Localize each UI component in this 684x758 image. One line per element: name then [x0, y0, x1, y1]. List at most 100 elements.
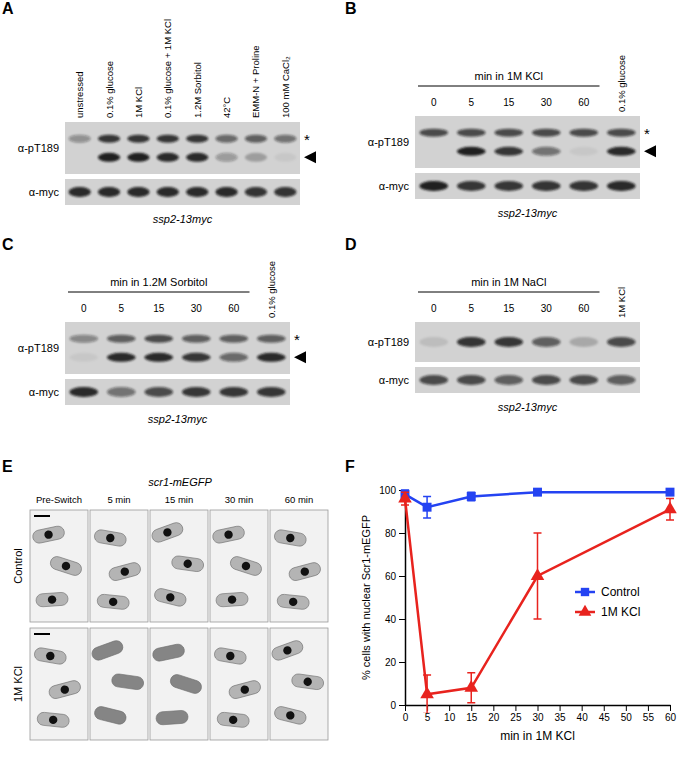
band — [532, 337, 561, 347]
x-tick-label: 5 — [425, 712, 431, 723]
series — [401, 488, 675, 518]
band — [220, 353, 249, 362]
panel-label: C — [2, 236, 14, 253]
header-line — [418, 292, 600, 293]
blot-membrane — [65, 179, 300, 205]
x-tick: 10 — [444, 705, 456, 723]
image-frame — [210, 510, 268, 622]
cell-body — [273, 529, 307, 547]
cell — [37, 712, 70, 728]
cell — [93, 705, 127, 725]
cell-body — [49, 555, 83, 577]
lane-label: 42°C — [221, 97, 232, 118]
series-line — [405, 499, 670, 695]
cell — [213, 647, 247, 665]
blot-panel: Bmin in 1M KCl051530600.1% glucoseα-pT18… — [345, 0, 656, 219]
cell — [229, 555, 263, 577]
marker — [467, 492, 476, 501]
marker — [666, 488, 675, 497]
micrograph — [270, 628, 328, 740]
bands — [70, 387, 286, 397]
image-frame — [30, 628, 88, 740]
row-label: α-pT189 — [18, 142, 59, 154]
lane-label: 0 — [81, 303, 87, 314]
x-axis-title: min in 1M KCl — [500, 729, 575, 743]
nucleus — [48, 595, 57, 604]
panel-label: B — [345, 0, 357, 17]
cell-body — [273, 705, 307, 725]
legend-entry: 1M KCl — [575, 605, 640, 619]
column-label: Pre-Switch — [36, 494, 82, 505]
x-tick-mark — [560, 705, 561, 711]
y-tick-mark — [399, 576, 405, 577]
x-tick-mark — [449, 705, 450, 711]
band — [607, 181, 636, 191]
band — [420, 375, 449, 385]
nucleus — [303, 677, 312, 686]
micrograph — [210, 510, 268, 622]
cell-body — [33, 647, 67, 665]
cell — [36, 592, 69, 607]
row-label: α-myc — [29, 386, 60, 398]
band — [257, 353, 286, 362]
blot-panel: Dmin in 1M NaCl051530601M KClα-pT189α-my… — [345, 236, 640, 413]
x-tick: 25 — [510, 705, 522, 723]
x-tick-mark — [493, 705, 494, 711]
x-tick-label: 0 — [403, 712, 409, 723]
nucleus — [285, 710, 295, 720]
nucleus — [183, 559, 192, 568]
lane-label: 15 — [503, 97, 515, 108]
lane-label: EMM-N + Proline — [250, 45, 261, 118]
arrowhead — [304, 151, 316, 163]
figure-container: Aunstressed0.1% glucose1M KCl0.1% glucos… — [0, 0, 684, 758]
y-tick-label: 40 — [385, 614, 397, 625]
cell-body — [93, 529, 127, 547]
legend-label: 1M KCl — [601, 605, 640, 619]
band — [70, 353, 99, 362]
x-tick-label: 60 — [665, 712, 677, 723]
x-tick: 55 — [643, 705, 655, 723]
bands — [70, 335, 286, 362]
image-frame — [90, 510, 148, 622]
cell — [273, 705, 307, 725]
band — [457, 337, 486, 347]
image-frame — [270, 628, 328, 740]
lane-label: 30 — [191, 303, 203, 314]
band — [607, 129, 636, 137]
cell-body — [216, 592, 249, 607]
y-tick: 80 — [385, 528, 405, 539]
cell-body — [217, 712, 250, 728]
x-tick-mark — [604, 705, 605, 711]
error-bar — [467, 492, 475, 501]
band — [420, 181, 449, 191]
lane-label: 5 — [118, 303, 124, 314]
nucleus — [224, 530, 234, 540]
band — [157, 135, 179, 143]
y-tick: 60 — [385, 571, 405, 582]
lane-label: 0 — [431, 97, 437, 108]
nucleus — [109, 597, 118, 606]
strain-label: ssp2-13myc — [498, 207, 558, 219]
x-tick: 0 — [403, 705, 409, 723]
lane-label: 0.1% glucose — [104, 61, 115, 118]
band — [420, 129, 449, 137]
x-axis: 051015202530354045505560 — [403, 705, 677, 723]
marker — [464, 680, 478, 692]
nucleus — [241, 561, 252, 572]
nucleus — [165, 592, 175, 602]
row-label: α-myc — [379, 374, 410, 386]
marker — [398, 491, 412, 503]
x-tick: 40 — [577, 705, 589, 723]
y-axis-line — [405, 491, 407, 706]
cell — [32, 525, 66, 544]
lane-label: 60 — [578, 97, 590, 108]
legend-label: Control — [601, 585, 640, 599]
band — [245, 153, 267, 162]
lane-label: 0.1% glucose — [266, 261, 277, 318]
band — [70, 387, 99, 397]
micrograph — [210, 628, 268, 740]
band — [215, 135, 237, 143]
x-tick-mark — [582, 705, 583, 711]
band — [69, 135, 91, 143]
cell-body — [108, 561, 142, 582]
